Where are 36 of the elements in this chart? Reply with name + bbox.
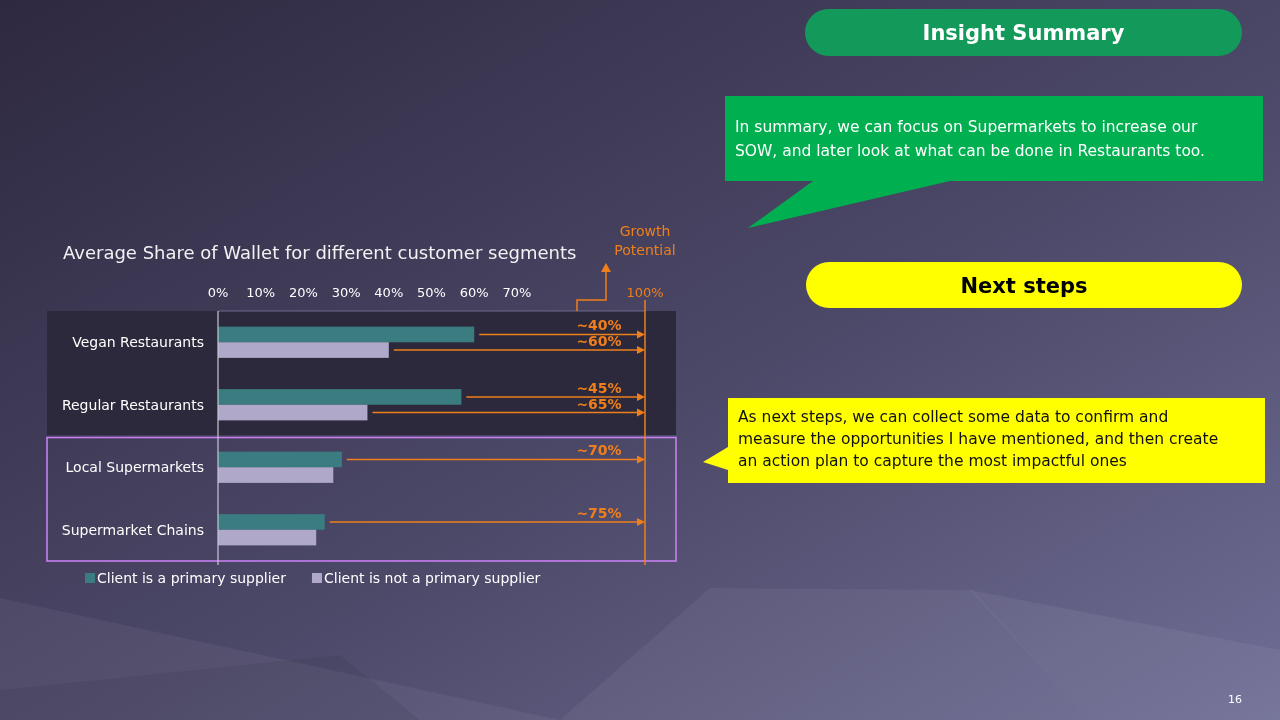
text: 16: [1228, 693, 1242, 706]
legend-label: Client is a primary supplier: [97, 570, 287, 587]
bar: [218, 529, 317, 546]
x-tick-label: 0%: [207, 284, 229, 300]
annotation: ~60%: [576, 333, 622, 350]
x-tick-label: 70%: [502, 284, 532, 300]
annotation: ~65%: [576, 395, 622, 412]
y-tick-label: Supermarket Chains: [61, 521, 204, 538]
x-tick-label: 60%: [459, 284, 489, 300]
ref-line-label: 100%: [626, 284, 664, 300]
x-tick-label: 40%: [374, 284, 404, 300]
bar: [218, 389, 462, 405]
annotation: ~45%: [576, 379, 622, 396]
legend-label: Client is not a primary supplier: [323, 570, 541, 587]
text: As next steps, we can collect some data to confirm and measure the opportunities I have mentioned, and then create an action plan to capture the most impactful ones: [738, 408, 1219, 470]
y-tick-label: Vegan Restaurants: [72, 334, 204, 351]
y-tick-label: Regular Restaurants: [61, 396, 204, 413]
annotation: ~40%: [576, 317, 622, 334]
x-tick-label: 50%: [417, 284, 446, 300]
x-tick-label: 20%: [288, 284, 318, 300]
text: Insight Summary: [922, 21, 1125, 46]
text: Next steps: [960, 273, 1088, 298]
y-tick-label: Local Supermarkets: [65, 459, 204, 476]
bar: [218, 326, 475, 343]
chart-title: Average Share of Wallet for different customer segments: [63, 242, 577, 263]
x-tick-label: 30%: [331, 284, 361, 300]
text: Growth Potential: [614, 223, 676, 258]
text: In summary, we can focus on Supermarkets to increase our SOW, and later look at what can be done in Restaurants too.: [735, 118, 1206, 160]
bar: [218, 514, 325, 530]
bar: [218, 342, 389, 358]
annotation: ~75%: [576, 504, 622, 521]
bar: [218, 451, 342, 468]
bar: [218, 404, 368, 421]
x-tick-label: 10%: [246, 284, 276, 300]
annotation: ~70%: [576, 442, 622, 459]
bar: [218, 467, 334, 483]
